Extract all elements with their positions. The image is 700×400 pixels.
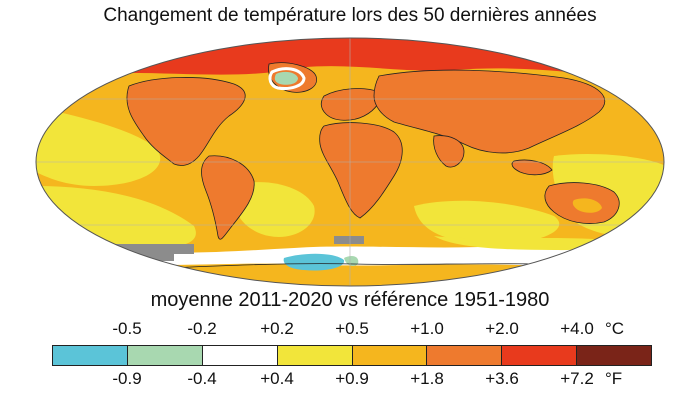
legend-bin <box>202 346 278 365</box>
celsius-tick: +0.5 <box>335 319 369 338</box>
color-legend: -0.5 -0.2 +0.2 +0.5 +1.0 +2.0 +4.0 °C -0… <box>0 318 700 400</box>
southeast-asia <box>511 159 553 176</box>
greenland-white-ring <box>268 67 306 90</box>
legend-bin <box>352 346 428 365</box>
legend-bin <box>427 346 503 365</box>
fahrenheit-tick: +0.4 <box>260 369 294 388</box>
fahrenheit-tick: +3.6 <box>485 369 519 388</box>
celsius-tick: +1.0 <box>410 319 444 338</box>
legend-color-bar <box>52 345 652 366</box>
fahrenheit-ticks: -0.9 -0.4 +0.4 +0.9 +1.8 +3.6 +7.2 °F <box>0 368 700 390</box>
map-title: Changement de température lors des 50 de… <box>103 5 597 26</box>
fahrenheit-tick: +0.9 <box>335 369 369 388</box>
temperature-map <box>34 36 666 288</box>
atlantic-yellow <box>233 182 315 237</box>
fahrenheit-unit: °F <box>605 369 623 388</box>
india-region <box>433 135 465 168</box>
europe <box>320 88 381 121</box>
legend-bin <box>577 346 651 365</box>
celsius-tick: +4.0 <box>560 319 594 338</box>
australia-yellow <box>572 198 602 213</box>
fahrenheit-tick: -0.9 <box>112 369 142 388</box>
asia <box>373 69 606 154</box>
celsius-tick: -0.5 <box>112 319 142 338</box>
fahrenheit-tick: +1.8 <box>410 369 444 388</box>
map-subtitle: moyenne 2011-2020 vs référence 1951-1980 <box>150 289 550 311</box>
southern-yellow <box>434 236 604 251</box>
legend-bin <box>53 346 128 365</box>
legend-bin <box>127 346 203 365</box>
fahrenheit-tick: +7.2 <box>560 369 594 388</box>
world-map-svg <box>35 37 665 287</box>
indian-yellow <box>414 200 560 245</box>
graticule <box>36 38 664 286</box>
no-data-patch <box>334 236 364 244</box>
celsius-tick: +2.0 <box>485 319 519 338</box>
africa <box>319 122 403 219</box>
celsius-tick: -0.2 <box>187 319 217 338</box>
celsius-unit: °C <box>605 319 625 338</box>
fahrenheit-tick: -0.4 <box>187 369 217 388</box>
celsius-tick: +0.2 <box>260 319 294 338</box>
globe-border <box>35 37 665 287</box>
legend-bin <box>277 346 353 365</box>
pacific-yellow-north <box>36 106 161 186</box>
north-america <box>126 77 246 166</box>
greenland-cool-spot <box>274 71 298 85</box>
south-america <box>201 155 255 240</box>
legend-bin <box>502 346 578 365</box>
celsius-ticks: -0.5 -0.2 +0.2 +0.5 +1.0 +2.0 +4.0 °C <box>0 318 700 340</box>
antarctic-blue <box>283 253 345 271</box>
